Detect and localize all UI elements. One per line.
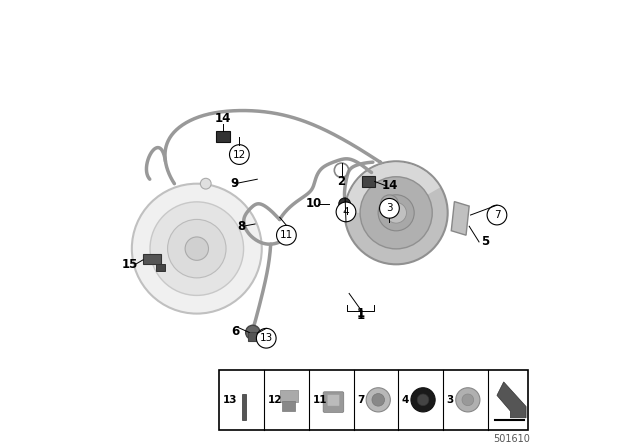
Circle shape bbox=[150, 202, 244, 295]
Text: 12: 12 bbox=[233, 150, 246, 159]
Circle shape bbox=[380, 198, 399, 218]
Circle shape bbox=[360, 177, 432, 249]
Circle shape bbox=[378, 195, 414, 231]
Circle shape bbox=[185, 237, 209, 260]
Text: 2: 2 bbox=[337, 175, 346, 188]
Circle shape bbox=[132, 184, 262, 314]
Bar bbox=[248, 332, 258, 341]
Bar bbox=[282, 401, 296, 411]
Bar bbox=[242, 394, 246, 420]
Circle shape bbox=[372, 394, 385, 406]
Text: 7: 7 bbox=[357, 395, 365, 405]
Bar bbox=[220, 370, 529, 430]
Circle shape bbox=[411, 388, 435, 412]
FancyBboxPatch shape bbox=[323, 392, 344, 412]
Text: 7: 7 bbox=[493, 210, 500, 220]
Text: 11: 11 bbox=[312, 395, 327, 405]
Circle shape bbox=[257, 328, 276, 348]
Text: 5: 5 bbox=[481, 235, 489, 249]
Circle shape bbox=[246, 325, 260, 340]
Circle shape bbox=[200, 178, 211, 189]
Text: 11: 11 bbox=[280, 230, 293, 240]
Circle shape bbox=[380, 195, 398, 213]
Circle shape bbox=[417, 394, 429, 406]
Text: 14: 14 bbox=[381, 179, 397, 193]
Text: 4: 4 bbox=[402, 395, 410, 405]
Polygon shape bbox=[451, 202, 469, 235]
Circle shape bbox=[339, 198, 351, 210]
Circle shape bbox=[366, 388, 390, 412]
Circle shape bbox=[230, 145, 249, 164]
Text: 1: 1 bbox=[356, 309, 364, 323]
Circle shape bbox=[276, 225, 296, 245]
Circle shape bbox=[487, 205, 507, 225]
Text: 4: 4 bbox=[342, 207, 349, 217]
Text: 12: 12 bbox=[268, 395, 282, 405]
FancyBboxPatch shape bbox=[157, 264, 164, 271]
Text: 10: 10 bbox=[306, 197, 323, 211]
Text: 9: 9 bbox=[231, 177, 239, 190]
Circle shape bbox=[345, 161, 448, 264]
Text: 15: 15 bbox=[122, 258, 138, 271]
Text: 13: 13 bbox=[223, 395, 237, 405]
FancyBboxPatch shape bbox=[327, 395, 340, 406]
Circle shape bbox=[336, 202, 356, 222]
Text: 1: 1 bbox=[356, 307, 364, 320]
FancyBboxPatch shape bbox=[362, 176, 374, 187]
Text: 501610: 501610 bbox=[493, 434, 531, 444]
Polygon shape bbox=[497, 382, 526, 418]
Text: 6: 6 bbox=[231, 325, 239, 338]
FancyBboxPatch shape bbox=[216, 131, 230, 142]
Text: 3: 3 bbox=[447, 395, 454, 405]
Text: 3: 3 bbox=[386, 203, 393, 213]
Circle shape bbox=[385, 200, 394, 208]
Circle shape bbox=[456, 388, 480, 412]
Circle shape bbox=[168, 220, 226, 278]
Circle shape bbox=[462, 394, 474, 406]
Circle shape bbox=[386, 202, 406, 223]
Bar bbox=[280, 390, 298, 402]
Wedge shape bbox=[346, 162, 440, 213]
Text: 13: 13 bbox=[260, 333, 273, 343]
FancyBboxPatch shape bbox=[143, 254, 161, 264]
Text: 8: 8 bbox=[237, 220, 246, 233]
Text: 14: 14 bbox=[214, 112, 231, 125]
